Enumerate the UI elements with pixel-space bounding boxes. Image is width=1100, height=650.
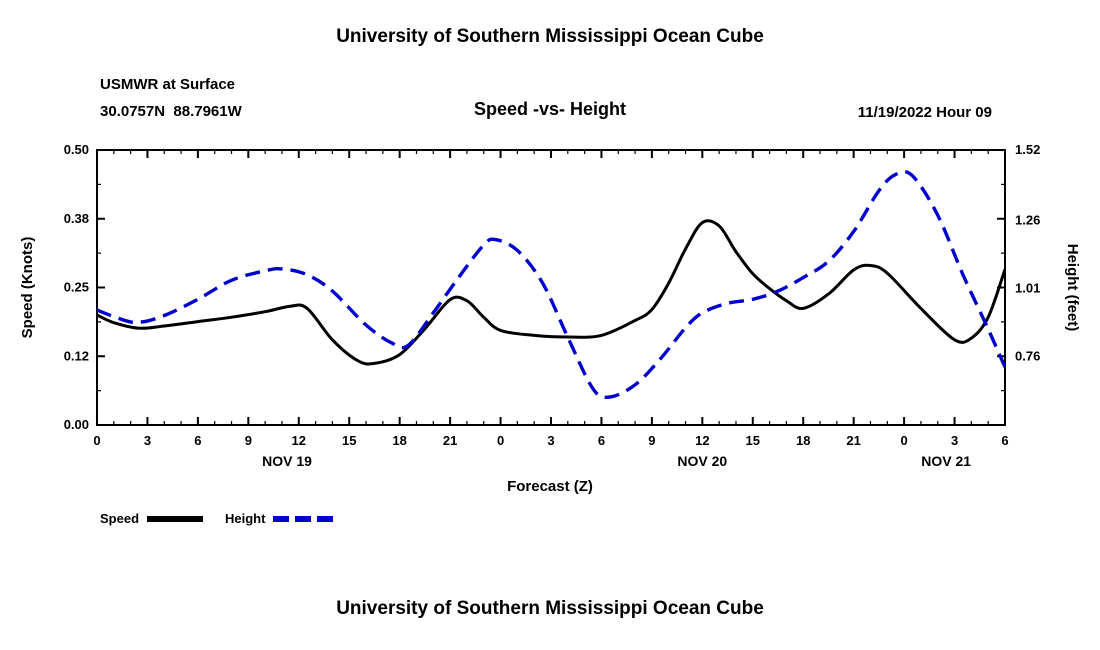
y-axis-title-left: Speed (Knots) (19, 237, 36, 339)
x-tick-label: 12 (695, 433, 709, 448)
y-left-tick-label: 0.25 (64, 280, 89, 295)
bottom-title: University of Southern Mississippi Ocean… (336, 598, 764, 619)
y-axis-title-right: Height (feet) (1064, 244, 1081, 332)
x-tick-label: 15 (342, 433, 356, 448)
x-tick-label: 9 (245, 433, 252, 448)
legend: Speed Height (100, 511, 340, 526)
x-tick-label: 21 (443, 433, 457, 448)
x-tick-label: 9 (648, 433, 655, 448)
x-date-label: NOV 21 (921, 453, 971, 469)
x-tick-label: 6 (1001, 433, 1008, 448)
y-left-tick-label: 0.00 (64, 417, 89, 432)
x-tick-label: 15 (746, 433, 760, 448)
legend-height-label: Height (225, 511, 266, 526)
y-right-tick-label: 1.26 (1015, 213, 1040, 228)
plot-title: Speed -vs- Height (473, 99, 627, 119)
x-tick-label: 21 (846, 433, 860, 448)
station-label: USMWR at Surface (100, 76, 236, 93)
y-right-tick-label: 0.76 (1015, 348, 1040, 363)
legend-height-swatch (273, 515, 340, 522)
speed-line (97, 219, 1005, 366)
legend-item-height: Height (225, 511, 340, 526)
x-date-label: NOV 20 (677, 453, 727, 469)
legend-speed-label: Speed (100, 511, 140, 526)
y-left-tick-label: 0.50 (64, 142, 89, 157)
y-right-tick-label: 1.52 (1015, 142, 1040, 157)
datetime-label: 11/19/2022 Hour 09 (857, 104, 992, 121)
legend-item-speed: Speed (100, 511, 204, 526)
x-tick-label: 0 (497, 433, 504, 448)
x-tick-label: 6 (598, 433, 605, 448)
y-left-tick-label: 0.38 (64, 211, 89, 226)
x-date-label: NOV 19 (262, 453, 312, 469)
x-tick-label: 18 (392, 433, 406, 448)
speed-height-chart: 0 3 6 9 12 15 18 21 0 3 6 9 12 15 18 21 0 3 6 NOV 19 NOV 20 N… (19, 142, 1081, 469)
top-title: University of Southern Mississippi Ocean… (336, 26, 764, 47)
x-tick-label: 0 (900, 433, 907, 448)
x-tick-label: 3 (547, 433, 554, 448)
location-label: 30.0757N 88.7961W (100, 103, 242, 120)
x-tick-label: 3 (144, 433, 151, 448)
y-left-tick-label: 0.12 (64, 348, 89, 363)
y-right-tick-label: 1.01 (1015, 280, 1040, 295)
x-axis-title: Forecast (Z) (507, 478, 593, 495)
height-line (97, 169, 1005, 400)
plot-frame (96, 149, 1006, 426)
x-tick-label: 12 (292, 433, 306, 448)
legend-speed-swatch (147, 515, 204, 522)
x-tick-label: 0 (93, 433, 100, 448)
x-tick-label: 6 (194, 433, 201, 448)
x-tick-label: 18 (796, 433, 810, 448)
x-tick-label: 3 (951, 433, 958, 448)
